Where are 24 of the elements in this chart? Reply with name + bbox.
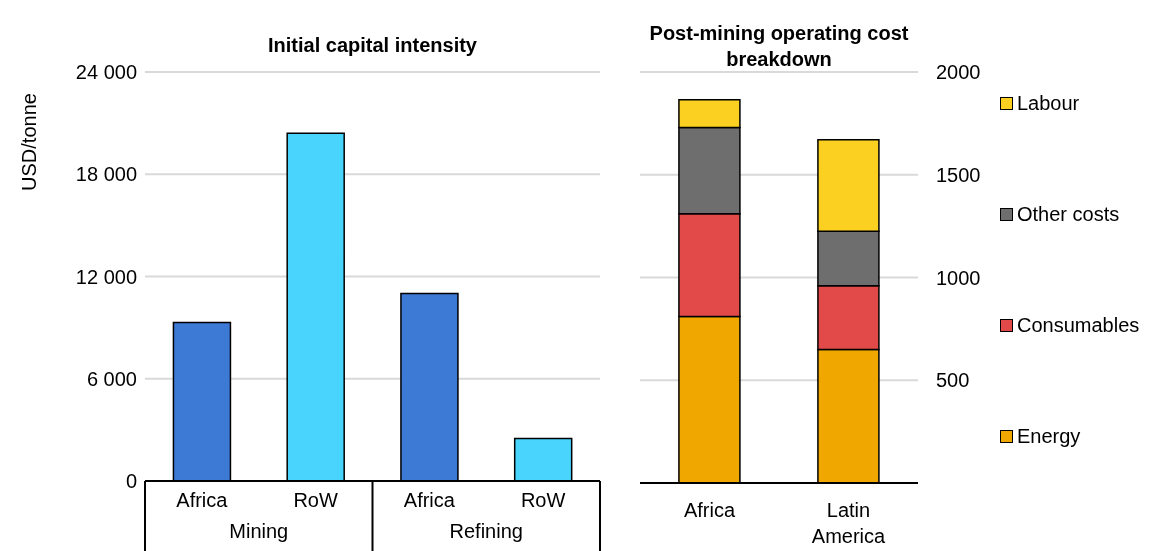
legend-label: Labour [1017, 92, 1080, 115]
y-tick-label: 1500 [936, 163, 981, 186]
legend-label: Consumables [1017, 314, 1140, 337]
text: Refining [448, 520, 524, 543]
y-tick-label: 2000 [936, 61, 981, 84]
x-tick-label: Latin America [811, 499, 887, 547]
y-tick-label: 1000 [936, 266, 981, 289]
y-tick-label: 0 [125, 470, 137, 493]
x-tick-label: RoW [520, 489, 566, 512]
y-tick-label: 6 000 [86, 367, 137, 390]
chart-title: Initial capital intensity [267, 34, 478, 57]
legend-label: Energy [1017, 425, 1081, 448]
y-tick-label: 12 000 [75, 265, 137, 288]
y-tick-label: 18 000 [75, 163, 137, 186]
x-tick-label: Africa [683, 499, 736, 521]
x-tick-label: Africa [176, 489, 229, 512]
x-tick-label: Africa [403, 489, 456, 512]
chart-title: Post-mining operating cost breakdown [649, 21, 909, 72]
y-axis-title: USD/tonne [18, 93, 41, 191]
text: Mining [228, 520, 290, 543]
y-tick-label: 500 [936, 369, 970, 392]
x-tick-label: RoW [293, 489, 338, 512]
legend-label: Other costs [1017, 203, 1120, 226]
y-tick-label: 24 000 [75, 61, 137, 84]
